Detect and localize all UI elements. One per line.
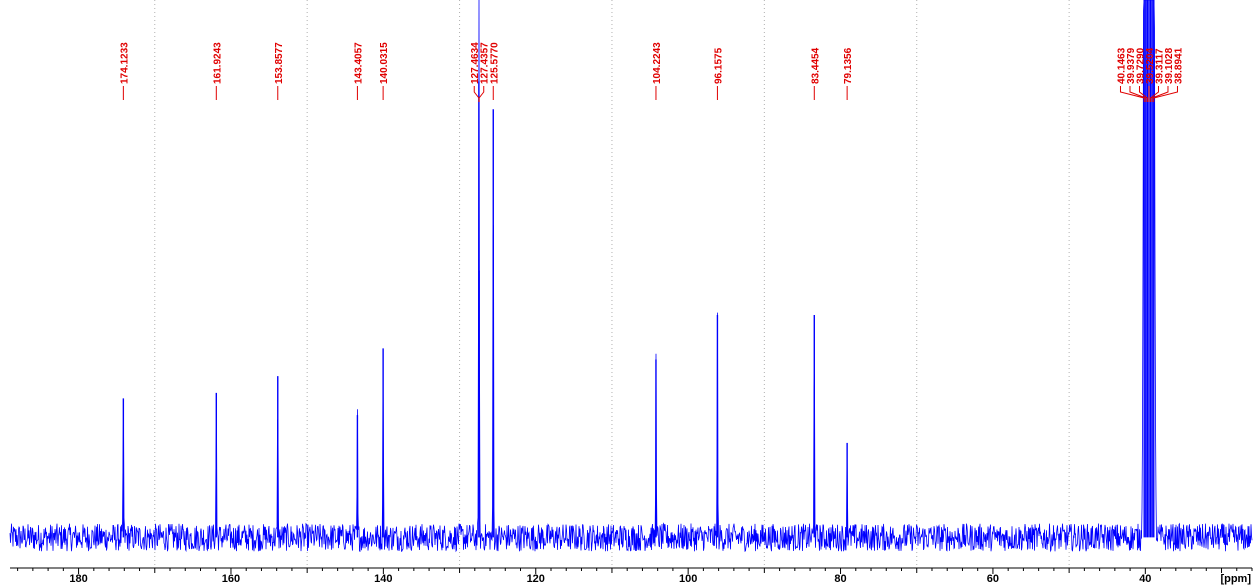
x-tick-label: 60: [987, 573, 999, 585]
peak-label: 104.2243: [652, 42, 663, 84]
peak-label-leader: [1119, 86, 1145, 102]
peak-label: 127.4357: [480, 42, 491, 84]
x-tick-label: 140: [374, 573, 392, 585]
peak-label: 174.1233: [119, 42, 130, 84]
peak-label-leader: [1151, 86, 1169, 102]
x-tick-label: 80: [834, 573, 846, 585]
peak-label: 39.9379: [1126, 47, 1137, 84]
peak-label: 39.3117: [1154, 48, 1165, 84]
peak-label: 39.7290: [1135, 47, 1146, 84]
peak-label: 38.8941: [1173, 47, 1184, 84]
peak-label: 96.1575: [713, 47, 724, 84]
x-axis: 180 160 140 120 100 80 60 40 [ppm]: [10, 567, 1253, 585]
grid-lines: [154, 0, 1070, 568]
x-tick-label: 40: [1139, 573, 1151, 585]
peak-label: 79.1356: [843, 47, 854, 84]
peak-label-leader: [1129, 86, 1147, 102]
peak-label-leader: [1153, 86, 1178, 102]
x-tick-label: 100: [679, 573, 697, 585]
peak-label-leader: [1138, 86, 1148, 102]
x-tick-label: 160: [222, 573, 240, 585]
peak-label: 143.4057: [353, 42, 364, 84]
peak-label: 39.5204: [1145, 47, 1156, 84]
peak-label: 83.4454: [810, 47, 821, 84]
peak-label: 40.1463: [1116, 47, 1127, 84]
spectrum-trace: [9, 0, 1253, 553]
peak-label: 39.1028: [1164, 47, 1175, 84]
peak-label-leader: [1150, 86, 1159, 102]
peak-label-leader: [478, 86, 485, 102]
peak-label: 161.9243: [212, 42, 223, 84]
x-axis-label: [ppm]: [1220, 573, 1251, 585]
x-tick-label: 120: [527, 573, 545, 585]
peak-label: 153.8577: [274, 42, 285, 84]
peak-label: 127.4634: [470, 42, 481, 84]
peak-labels: 174.1233 161.9243 153.8577 143.4057 140.0315…: [119, 42, 1184, 102]
peak-label: 140.0315: [379, 42, 390, 84]
x-tick-label: 180: [69, 573, 87, 585]
peak-label: 125.5770: [489, 42, 500, 84]
